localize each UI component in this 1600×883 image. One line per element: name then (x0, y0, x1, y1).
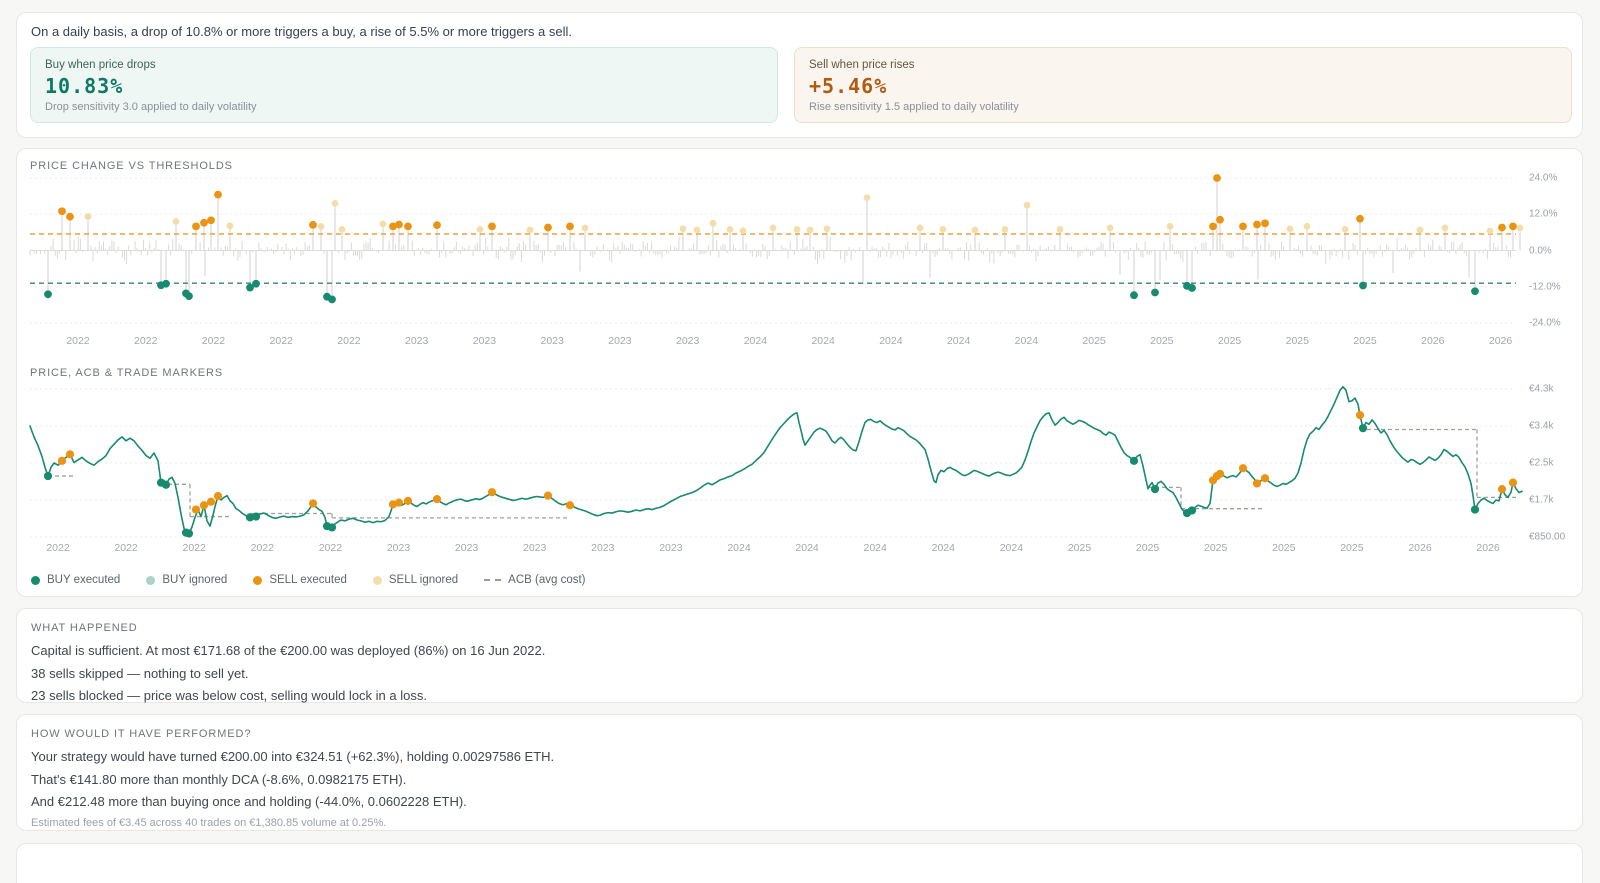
buy-card-description: Drop sensitivity 3.0 applied to daily vo… (45, 101, 257, 113)
acb-dash-icon (484, 579, 502, 581)
legend-item-sell-ignored: SELL ignored (372, 574, 459, 586)
charts-panel: PRICE CHANGE VS THRESHOLDS PRICE, ACB & … (16, 148, 1583, 598)
price-charts-canvas (17, 149, 1582, 598)
sells-blocked-line: 23 sells blocked — price was below cost,… (31, 688, 427, 703)
legend-label: BUY executed (47, 574, 121, 586)
chart-legend: BUY executed BUY ignored SELL executed S… (31, 574, 585, 586)
legend-label: ACB (avg cost) (508, 574, 586, 586)
legend-item-buy-executed: BUY executed (31, 574, 120, 586)
strategy-summary-text: On a daily basis, a drop of 10.8% or mor… (31, 24, 572, 39)
capital-summary-line: Capital is sufficient. At most €171.68 o… (31, 643, 546, 658)
vs-hodl-line: And €212.48 more than buying once and ho… (31, 794, 467, 809)
sell-card-description: Rise sensitivity 1.5 applied to daily vo… (809, 101, 1019, 113)
legend-label: SELL executed (269, 574, 347, 586)
what-happened-panel: WHAT HAPPENED Capital is sufficient. At … (16, 608, 1583, 703)
legend-item-sell-executed: SELL executed (253, 574, 347, 586)
what-happened-title: WHAT HAPPENED (31, 622, 138, 634)
sells-skipped-line: 38 sells skipped — nothing to sell yet. (31, 665, 249, 681)
strategy-result-line: Your strategy would have turned €200.00 … (31, 749, 555, 764)
buy-threshold-value: 10.83% (45, 74, 124, 98)
legend-label: SELL ignored (388, 574, 459, 586)
change-chart-title: PRICE CHANGE VS THRESHOLDS (30, 160, 233, 172)
buy-ignored-dot-icon (146, 575, 156, 585)
sell-ignored-dot-icon (372, 575, 382, 585)
buy-executed-dot-icon (31, 575, 40, 585)
summary-panel: On a daily basis, a drop of 10.8% or mor… (16, 12, 1583, 138)
buy-threshold-card: Buy when price drops 10.83% Drop sensiti… (30, 47, 778, 123)
sell-card-label: Sell when price rises (809, 59, 915, 71)
sell-threshold-card: Sell when price rises +5.46% Rise sensit… (794, 47, 1572, 123)
performance-title: HOW WOULD IT HAVE PERFORMED? (31, 728, 252, 740)
fees-footnote: Estimated fees of €3.45 across 40 trades… (31, 816, 387, 829)
performance-panel: HOW WOULD IT HAVE PERFORMED? Your strate… (16, 714, 1583, 831)
legend-item-acb: ACB (avg cost) (484, 574, 585, 586)
sell-executed-dot-icon (253, 575, 263, 585)
price-chart-title: PRICE, ACB & TRADE MARKERS (30, 367, 224, 379)
legend-label: BUY ignored (162, 574, 228, 586)
vs-dca-line: That's €141.80 more than monthly DCA (-8… (31, 771, 407, 787)
sell-threshold-value: +5.46% (809, 74, 888, 98)
next-panel-edge (16, 843, 1583, 883)
legend-item-buy-ignored: BUY ignored (146, 574, 227, 586)
buy-card-label: Buy when price drops (45, 59, 156, 71)
